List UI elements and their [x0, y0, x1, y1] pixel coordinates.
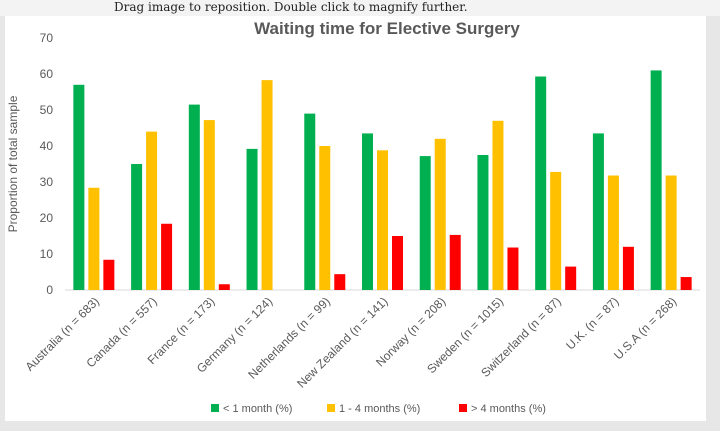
- bar-2-1: [88, 187, 100, 290]
- chart-image[interactable]: Waiting time for Elective Surgery Proport…: [5, 16, 706, 421]
- x-tick-label: U.S.A (n = 268): [611, 294, 679, 362]
- bar-chart: Waiting time for Elective Surgery Proport…: [6, 19, 700, 415]
- legend-label-3: > 4 months (%): [471, 403, 546, 415]
- bar-1-4: [246, 148, 258, 290]
- legend-swatch-1: [211, 404, 219, 412]
- y-tick-label: 10: [40, 247, 54, 261]
- bar-3-9: [565, 266, 577, 290]
- y-tick-label: 0: [46, 283, 53, 297]
- y-tick-label: 20: [40, 211, 54, 225]
- viewer-toolbar: Drag image to reposition. Double click t…: [0, 0, 720, 16]
- y-tick-label: 50: [40, 103, 54, 117]
- bar-1-3: [188, 104, 200, 290]
- bar-1-5: [304, 113, 316, 290]
- bar-2-11: [665, 175, 677, 290]
- bar-2-10: [607, 175, 619, 290]
- bar-3-6: [392, 236, 403, 290]
- bar-2-5: [319, 146, 331, 290]
- bar-1-2: [131, 164, 143, 290]
- x-tick-label: U.K. (n = 87): [563, 294, 621, 352]
- bar-1-1: [73, 84, 85, 290]
- legend-label-1: < 1 month (%): [223, 403, 292, 415]
- bar-2-3: [203, 120, 215, 290]
- bar-3-2: [161, 223, 173, 290]
- bar-2-9: [550, 171, 562, 290]
- y-tick-label: 30: [40, 175, 54, 189]
- bar-2-6: [377, 150, 388, 290]
- y-tick-label: 60: [40, 67, 54, 81]
- bar-3-10: [622, 246, 634, 290]
- bar-3-11: [680, 277, 692, 290]
- bar-3-3: [218, 284, 230, 290]
- legend-swatch-2: [327, 404, 335, 412]
- bar-2-8: [492, 120, 504, 290]
- bar-2-2: [146, 131, 158, 290]
- legend-swatch-3: [459, 404, 467, 412]
- bar-2-7: [434, 138, 446, 290]
- bar-2-4: [261, 80, 273, 291]
- bar-1-10: [592, 133, 604, 290]
- bar-3-7: [449, 234, 461, 290]
- viewer-hint-text: Drag image to reposition. Double click t…: [114, 0, 468, 14]
- bar-3-5: [334, 274, 346, 290]
- bar-1-6: [362, 133, 373, 290]
- bar-1-8: [477, 155, 489, 290]
- chart-title: Waiting time for Elective Surgery: [254, 19, 520, 38]
- legend-label-2: 1 - 4 months (%): [339, 403, 420, 415]
- bar-1-7: [419, 156, 431, 290]
- y-tick-label: 40: [40, 139, 54, 153]
- bar-3-1: [103, 259, 115, 290]
- bar-1-11: [650, 70, 662, 291]
- y-axis-label: Proportion of total sample: [6, 95, 20, 232]
- bar-1-9: [535, 76, 547, 290]
- y-tick-label: 70: [40, 31, 54, 45]
- bar-3-8: [507, 247, 519, 290]
